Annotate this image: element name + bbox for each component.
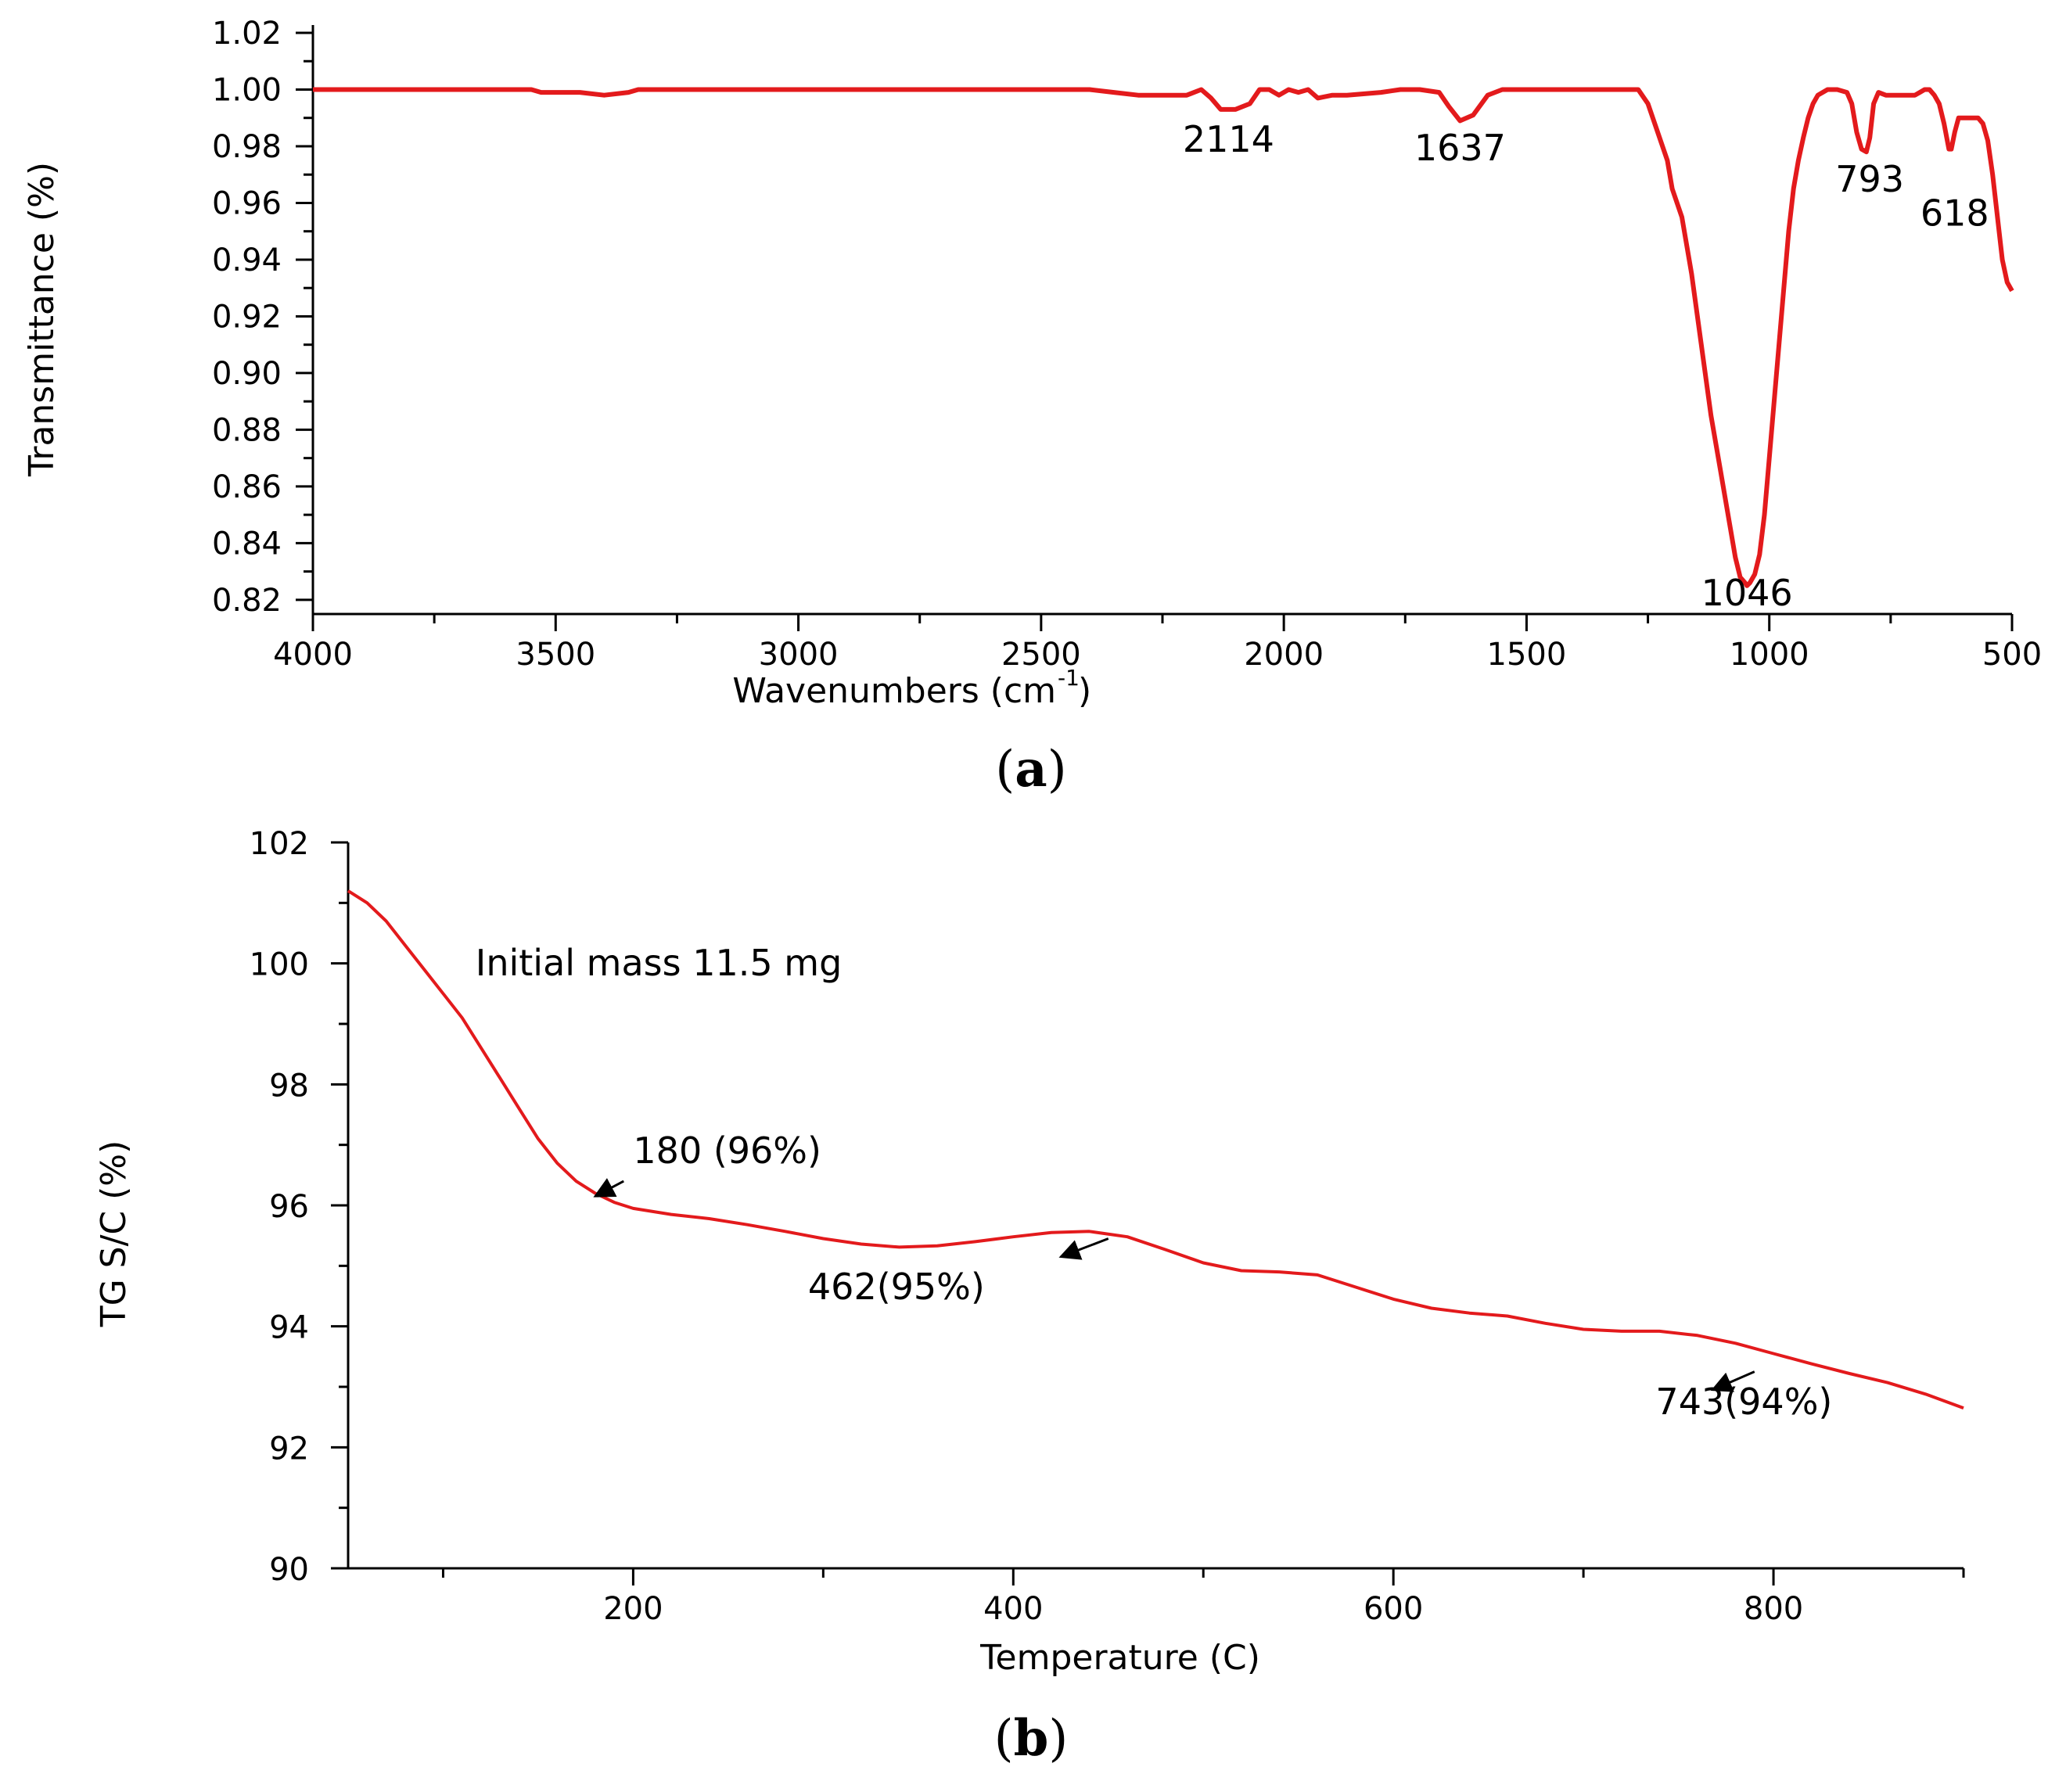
tga-annotation-arrow xyxy=(1710,1370,1755,1392)
panel-label-b-text: b xyxy=(1014,1709,1049,1768)
ftir-chart: 0.82 0.84 0.86 0.88 0.90 0.92 0.94 0.96 0.98 1.00… xyxy=(22,16,2042,711)
tga-series-line xyxy=(347,889,1964,1410)
tga-x-axis-title: Temperature (C) xyxy=(979,1638,1260,1678)
tga-y-tick-label: 90 xyxy=(269,1552,309,1588)
ftir-x-tick-label: 1000 xyxy=(1730,637,1809,673)
ftir-y-tick-label: 1.00 xyxy=(212,72,282,108)
ftir-series-line xyxy=(313,87,2014,588)
tga-ticks: 90 92 94 96 98 100 102 200 400 600 800 xyxy=(250,826,1965,1627)
ftir-peak-label: 1637 xyxy=(1414,127,1506,169)
ftir-peak-label: 2114 xyxy=(1183,118,1274,160)
ftir-peak-label: 618 xyxy=(1920,192,1989,234)
tga-annotation-label: 743(94%) xyxy=(1655,1381,1832,1423)
ftir-x-tick-label: 1500 xyxy=(1487,637,1567,673)
tga-x-tick-label: 600 xyxy=(1364,1591,1423,1627)
tga-annotation-label: Initial mass 11.5 mg xyxy=(476,942,843,984)
ftir-y-tick-label: 1.02 xyxy=(212,16,282,52)
ftir-y-tick-label: 0.84 xyxy=(212,526,282,562)
ftir-x-axis-title: Wavenumbers (cm xyxy=(732,671,1056,711)
ftir-x-tick-label: 3000 xyxy=(759,637,839,673)
ftir-x-axis-title-sup: -1 xyxy=(1058,665,1080,691)
tga-annotation-arrow xyxy=(593,1178,624,1198)
ftir-ticks: 0.82 0.84 0.86 0.88 0.90 0.92 0.94 0.96 0.98 1.00… xyxy=(212,16,2042,673)
ftir-x-tick-label: 2500 xyxy=(1001,637,1081,673)
ftir-y-tick-label: 0.98 xyxy=(212,129,282,165)
tga-annotations: Initial mass 11.5 mg 180 (96%) 462(95%) 743… xyxy=(476,942,1833,1423)
tga-y-tick-label: 102 xyxy=(250,826,309,862)
ftir-peak-label: 1046 xyxy=(1701,572,1793,614)
ftir-line xyxy=(313,87,2014,588)
ftir-y-tick-label: 0.86 xyxy=(212,469,282,505)
ftir-x-tick-label: 500 xyxy=(1982,637,2042,673)
ftir-y-tick-label: 0.88 xyxy=(212,412,282,448)
tga-line xyxy=(347,889,1964,1410)
ftir-peak-label: 793 xyxy=(1835,158,1904,200)
tga-x-tick-label: 200 xyxy=(603,1591,663,1627)
tga-y-tick-label: 92 xyxy=(269,1431,309,1467)
ftir-annotations: 2114 1637 1046 793 618 xyxy=(1183,118,1989,614)
ftir-y-tick-label: 0.96 xyxy=(212,185,282,221)
tga-annotation-label: 462(95%) xyxy=(808,1266,985,1308)
panel-label-b: (b) xyxy=(994,1709,1069,1768)
ftir-y-tick-label: 0.92 xyxy=(212,299,282,335)
tga-annotation-label: 180 (96%) xyxy=(633,1129,821,1172)
tga-chart: 90 92 94 96 98 100 102 200 400 600 800 Initial mas… xyxy=(94,826,1965,1678)
ftir-x-tick-label: 2000 xyxy=(1244,637,1324,673)
tga-y-tick-label: 100 xyxy=(250,947,309,983)
ftir-y-tick-label: 0.90 xyxy=(212,356,282,392)
ftir-axes xyxy=(311,25,2012,616)
ftir-x-axis-title-end: ) xyxy=(1078,671,1091,711)
tga-y-axis-title: TG S/C (%) xyxy=(94,1140,134,1328)
tga-y-tick-label: 94 xyxy=(269,1310,309,1346)
ftir-y-tick-label: 0.82 xyxy=(212,583,282,619)
panel-label-a-text: a xyxy=(1015,740,1047,799)
tga-annotation-arrow xyxy=(1058,1237,1109,1260)
ftir-y-axis-title: Transmittance (%) xyxy=(22,162,62,477)
tga-x-tick-label: 400 xyxy=(983,1591,1043,1627)
ftir-x-tick-label: 4000 xyxy=(273,637,353,673)
tga-y-tick-label: 98 xyxy=(269,1068,309,1104)
tga-y-tick-label: 96 xyxy=(269,1189,309,1225)
ftir-x-tick-label: 3500 xyxy=(516,637,595,673)
panel-label-a: (a) xyxy=(995,740,1066,799)
ftir-y-tick-label: 0.94 xyxy=(212,242,282,278)
tga-x-tick-label: 800 xyxy=(1744,1591,1803,1627)
